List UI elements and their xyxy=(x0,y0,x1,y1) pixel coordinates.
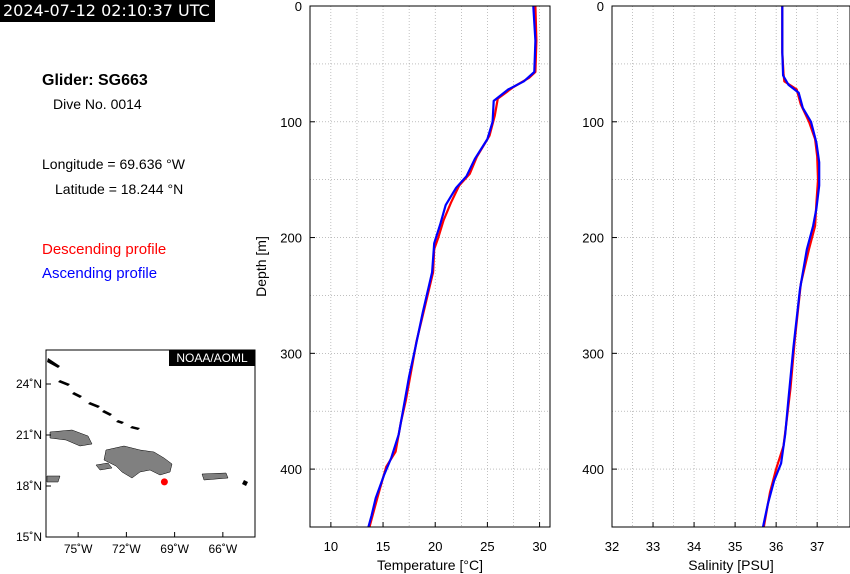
legend-descending: Descending profile xyxy=(42,241,167,258)
salinity-frame xyxy=(611,5,850,528)
salinity-xlabel: Salinity [PSU] xyxy=(688,557,774,573)
map-axes: 75˚W 72˚W 69˚W 66˚W 24˚N 21˚N 18˚N 15˚N xyxy=(16,377,238,556)
ascending-profile-line xyxy=(761,6,821,528)
longitude-readout: Longitude = 69.636 °W xyxy=(42,156,185,172)
x-tick-label: 15 xyxy=(376,539,390,554)
y-tick-label: 200 xyxy=(280,231,302,246)
x-tick-label: 25 xyxy=(480,539,494,554)
salinity-ticks: 32 33 34 35 36 37 0 100 200 300 400 xyxy=(582,0,824,554)
map-lat-label: 24˚N xyxy=(16,377,42,391)
x-tick-label: 36 xyxy=(769,539,783,554)
lesser-antilles-island xyxy=(242,480,248,486)
bahamas-island xyxy=(47,358,60,368)
x-tick-label: 32 xyxy=(605,539,619,554)
map-lon-label: 69˚W xyxy=(160,542,189,556)
y-tick-label: 300 xyxy=(280,346,302,361)
y-tick-label: 400 xyxy=(582,462,604,477)
map-lon-label: 66˚W xyxy=(209,542,238,556)
map-lon-label: 75˚W xyxy=(64,542,93,556)
map-lat-label: 15˚N xyxy=(16,530,42,544)
bahamas-island xyxy=(102,410,112,416)
location-map: NOAA/AOML 75˚W 72˚W 69˚W 66˚W 24˚N 21˚N 18˚N 15… xyxy=(16,349,256,556)
bahamas-island xyxy=(116,420,124,424)
map-badge-background xyxy=(169,350,255,366)
map-lat-label: 21˚N xyxy=(16,428,42,442)
cuba-land xyxy=(49,429,93,447)
temperature-xlabel: Temperature [°C] xyxy=(377,557,483,573)
depth-ylabel: Depth [m] xyxy=(253,236,269,297)
map-badge: NOAA/AOML xyxy=(176,351,248,365)
temperature-series xyxy=(367,5,538,528)
dive-number: Dive No. 0014 xyxy=(53,96,142,112)
y-tick-label: 100 xyxy=(280,115,302,130)
latitude-readout: Latitude = 18.244 °N xyxy=(55,181,184,197)
timestamp-banner: 2024-07-12 02:10:37 UTC xyxy=(0,0,215,22)
x-tick-label: 20 xyxy=(428,539,442,554)
temperature-frame xyxy=(309,5,551,528)
ascending-profile-line xyxy=(367,5,537,528)
y-tick-label: 400 xyxy=(280,462,302,477)
glider-name: Glider: SG663 xyxy=(42,72,148,89)
salinity-grid xyxy=(611,5,850,528)
temperature-grid xyxy=(310,5,550,528)
x-tick-label: 35 xyxy=(728,539,742,554)
y-tick-label: 300 xyxy=(582,346,604,361)
map-lat-label: 18˚N xyxy=(16,479,42,493)
jamaica-land xyxy=(95,462,113,471)
map-lon-label: 72˚W xyxy=(112,542,141,556)
y-tick-label: 0 xyxy=(597,0,604,14)
y-tick-label: 100 xyxy=(582,115,604,130)
bahamas-island xyxy=(88,402,100,408)
salinity-chart: 32 33 34 35 36 37 0 100 200 300 400 Salinity [PSU] xyxy=(582,0,850,573)
turks-caicos-island xyxy=(130,426,140,430)
glider-location-marker xyxy=(160,478,168,486)
x-tick-label: 34 xyxy=(687,539,701,554)
bahamas-island xyxy=(58,380,70,386)
descending-profile-line xyxy=(762,6,820,528)
puerto-rico-land xyxy=(201,472,229,481)
bahamas-island xyxy=(72,392,82,398)
x-tick-label: 33 xyxy=(646,539,660,554)
y-tick-label: 200 xyxy=(582,231,604,246)
legend-ascending: Ascending profile xyxy=(42,265,158,282)
x-tick-label: 30 xyxy=(532,539,546,554)
hispaniola-land xyxy=(103,445,173,479)
x-tick-label: 37 xyxy=(810,539,824,554)
map-land xyxy=(46,358,248,486)
salinity-series xyxy=(761,6,821,528)
western-land xyxy=(46,475,61,483)
y-tick-label: 0 xyxy=(295,0,302,14)
x-tick-label: 10 xyxy=(324,539,338,554)
